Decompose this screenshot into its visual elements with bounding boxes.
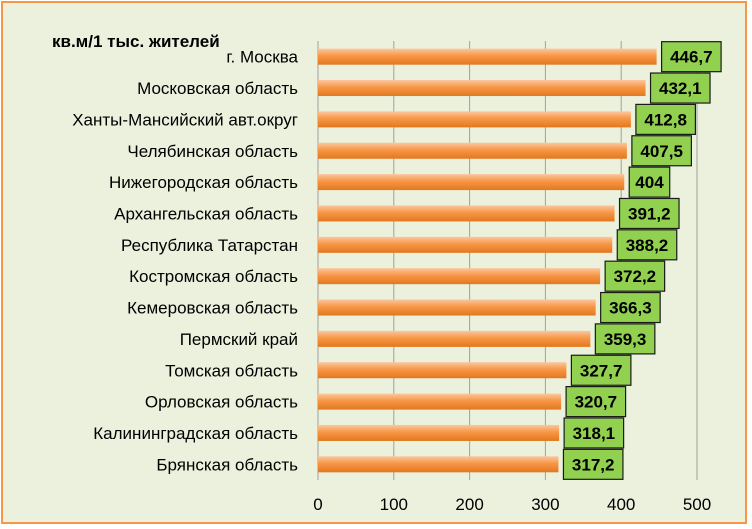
data-label: 359,3 [604,330,647,349]
category-label: Костромская область [129,267,298,286]
data-label: 366,3 [609,299,652,318]
data-label-box [563,417,625,449]
x-tick-label: 400 [607,495,635,514]
bar [318,268,601,285]
bar [318,424,560,441]
data-label: 391,2 [628,204,671,223]
category-label: Кемеровская область [127,299,298,318]
data-label-box [618,197,680,230]
bar [318,456,559,473]
bar [318,236,613,253]
x-tick-label: 100 [380,495,408,514]
bar [318,205,615,222]
data-label-box [594,323,656,355]
bar [318,111,631,128]
data-label: 407,5 [640,142,683,161]
bar [318,299,596,316]
bar [318,142,627,159]
bar [318,80,646,97]
category-label: Орловская область [145,393,298,412]
x-tick-label: 0 [313,495,322,514]
category-label: г. Москва [226,48,298,67]
data-label-box [628,166,671,198]
x-tick-label: 300 [531,495,559,514]
category-labels: г. Москва Московская область Ханты-Мансийс… [72,48,298,475]
data-labels: 446,7 432,1 412,8 407,5 404 391,2 388,2 372,2 36… [562,41,722,480]
data-label-box [616,229,678,261]
data-label-box [660,41,722,73]
category-label: Калининградская область [93,424,298,443]
data-label-box [604,260,666,292]
data-label: 372,2 [614,267,657,286]
data-label: 404 [635,173,664,192]
data-label: 388,2 [626,236,669,255]
category-label: Челябинская область [127,142,298,161]
bar [318,330,591,347]
data-label-box [631,135,692,167]
category-label: Брянская область [156,455,298,474]
data-label-box [562,448,624,480]
data-label: 318,1 [573,424,616,443]
category-label: Ханты-Мансийский авт.округ [72,110,298,129]
category-label: Пермский край [180,330,298,349]
category-label: Архангельская область [114,204,298,223]
data-label-box [649,72,711,104]
bar [318,362,567,379]
category-label: Республика Татарстан [121,236,298,255]
category-label: Томская область [165,361,298,380]
data-label-box [600,291,661,324]
data-label-box [570,354,632,386]
data-label: 446,7 [670,48,713,67]
x-axis-ticks: 0 100 200 300 400 500 [313,495,711,514]
data-label: 412,8 [644,110,687,129]
data-label: 432,1 [659,79,702,98]
data-label: 327,7 [580,361,623,380]
category-label: Нижегородская область [109,173,298,192]
category-label: Московская область [137,79,298,98]
bars [318,48,657,473]
data-label-box [635,103,697,135]
bar [318,174,625,191]
x-tick-label: 500 [683,495,711,514]
x-tick-label: 200 [455,495,483,514]
data-label: 320,7 [575,393,618,412]
unit-label: кв.м/1 тыс. жителей [52,32,220,51]
data-label-box [565,386,627,418]
data-label: 317,2 [572,455,615,474]
bar [318,48,657,65]
bar [318,393,562,410]
